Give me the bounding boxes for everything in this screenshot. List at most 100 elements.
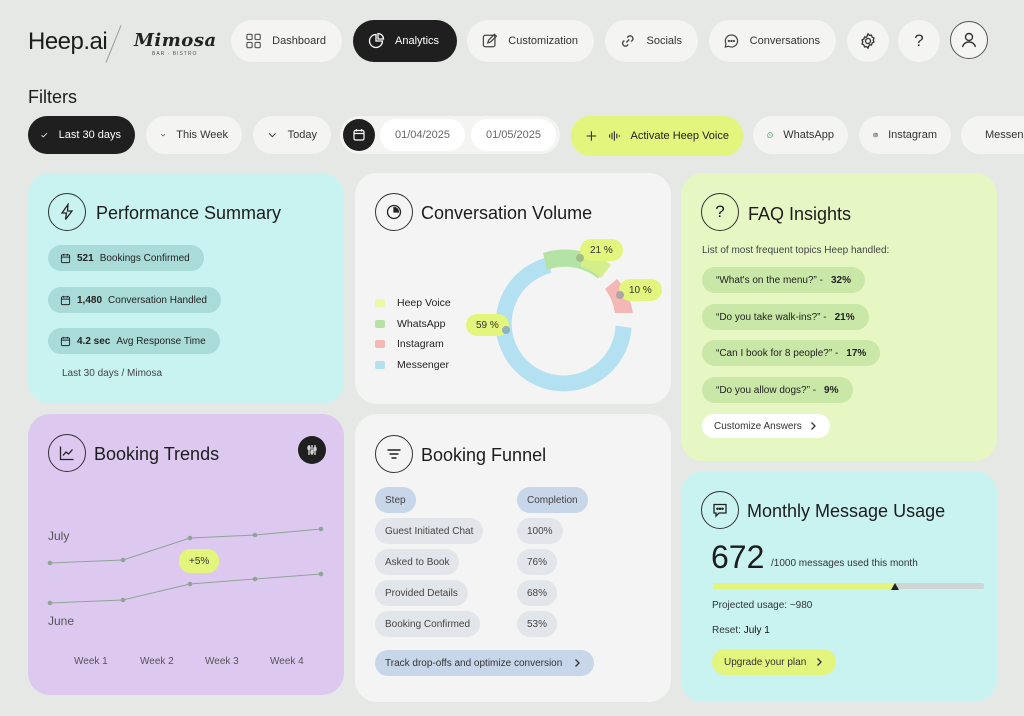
funnel-step: Booking Confirmed [375,611,481,637]
channel-instagram-label: Instagram [888,129,937,141]
usage-progress-bar [713,583,984,590]
volume-label-21: 21 % [580,239,623,261]
channel-messenger-label: Messenger [985,129,1024,141]
stat-value: 4.2 sec [77,335,111,347]
upgrade-plan-button[interactable]: Upgrade your plan [712,649,837,675]
nav-analytics[interactable]: Analytics [353,20,457,62]
funnel-step: Provided Details [375,580,468,606]
chevron-down-icon [268,133,276,138]
nav-analytics-label: Analytics [395,35,440,47]
logo-divider [105,25,122,63]
app-logo[interactable]: Heep.ai [28,28,108,55]
monthly-usage-title: Monthly Message Usage [747,501,946,521]
restaurant-brand: Mimosa [134,30,217,51]
user-icon [961,32,977,48]
funnel-completion: 100% [517,518,563,544]
user-profile-button[interactable] [950,21,988,59]
customize-answers-label: Customize Answers [714,420,802,432]
filter-last-30-days[interactable]: Last 30 days [28,116,135,154]
faq-item: “Can I book for 8 people?” - 17% [702,340,881,366]
donut-chart [495,249,633,392]
legend-swatch [375,299,385,307]
nav-socials[interactable]: Socials [605,20,698,62]
chevron-down-icon [160,133,166,137]
upgrade-plan-label: Upgrade your plan [724,656,807,668]
booking-funnel-card: Booking Funnel Step Completion Guest Ini… [355,414,671,702]
marker-dot [576,254,584,262]
trend-point [318,571,324,577]
calendar-icon [60,253,71,263]
plus-icon [586,131,597,141]
gear-icon [861,32,875,50]
funnel-header-completion: Completion [517,487,588,513]
lightning-icon [48,193,86,231]
funnel-step: Guest Initiated Chat [375,518,484,544]
usage-progress-marker [891,583,900,590]
track-dropoffs-button[interactable]: Track drop-offs and optimize conversion [375,650,595,676]
usage-progress-fill [713,583,896,589]
filters-title: Filters [28,87,77,107]
faq-percent: 9% [824,384,839,396]
instagram-icon [873,132,878,138]
trend-point [187,535,193,541]
faq-item: “What's on the menu?” - 32% [702,267,865,293]
calendar-button[interactable] [343,119,375,151]
marker-dot [502,326,510,334]
trend-point [252,576,258,582]
trend-filter-button[interactable] [298,436,326,464]
settings-button[interactable] [847,20,889,62]
faq-percent: 21% [834,311,855,323]
faq-insights-title: FAQ Insights [748,204,852,224]
chat-bubble-icon [724,34,739,48]
channel-whatsapp[interactable]: WhatsApp [753,116,848,154]
message-square-icon [701,491,739,529]
channel-messenger[interactable]: Messenger [961,116,1024,154]
trend-point [47,560,53,566]
stat-avg-response-time: 4.2 sec Avg Response Time [48,328,220,354]
trend-point [47,600,53,606]
trend-point [318,526,324,532]
faq-question: “Do you allow dogs?” - [716,384,817,396]
legend-swatch [375,361,385,369]
nav-dashboard[interactable]: Dashboard [231,20,342,62]
donut-segment-messenger [495,257,632,392]
faq-item: “Do you take walk-ins?” - 21% [702,304,869,330]
activate-heep-voice-label: Activate Heep Voice [630,130,729,142]
legend-label: Heep Voice [397,297,451,309]
booking-trends-title: Booking Trends [94,444,220,464]
nav-dashboard-label: Dashboard [272,35,326,47]
series-label-june: June [48,614,75,628]
nav-conversations[interactable]: Conversations [709,20,836,62]
nav-customization[interactable]: Customization [467,20,594,62]
conversation-volume-title: Conversation Volume [421,203,593,223]
trend-point [120,597,126,603]
faq-subtitle: List of most frequent topics Heep handle… [702,245,890,256]
date-from-field[interactable]: 01/04/2025 [380,119,465,151]
filter-this-week[interactable]: This Week [146,116,242,154]
help-button[interactable]: ? [898,20,940,62]
filter-today-label: Today [287,129,317,141]
funnel-step: Asked to Book [375,549,460,575]
faq-insights-card: ? FAQ Insights List of most frequent top… [681,173,997,461]
activate-heep-voice-button[interactable]: Activate Heep Voice [571,116,743,156]
volume-label-10: 10 % [619,279,662,301]
reset-value: July 1 [743,625,770,636]
gauge-icon [375,193,413,231]
faq-item: “Do you allow dogs?” - 9% [702,377,853,403]
filter-today[interactable]: Today [253,116,331,154]
date-to-field[interactable]: 01/05/2025 [471,119,556,151]
stat-bookings-confirmed: 521 Bookings Confirmed [48,245,204,271]
messages-used-value: 672 [711,539,765,575]
stat-label: Bookings Confirmed [99,252,190,264]
booking-trends-card: Booking Trends July June +5% Week 1 Week… [28,414,344,695]
channel-instagram[interactable]: Instagram [859,116,951,154]
stat-value: 521 [77,252,94,264]
faq-question: “Do you take walk-ins?” - [716,311,827,323]
conversation-volume-card: Conversation Volume Heep Voice WhatsApp … [355,173,671,404]
grid-icon [246,33,261,49]
channel-whatsapp-label: WhatsApp [783,129,834,141]
funnel-completion: 76% [517,549,558,575]
legend-label: Instagram [397,338,444,350]
customize-answers-button[interactable]: Customize Answers [702,414,830,438]
calendar-icon [60,295,71,305]
